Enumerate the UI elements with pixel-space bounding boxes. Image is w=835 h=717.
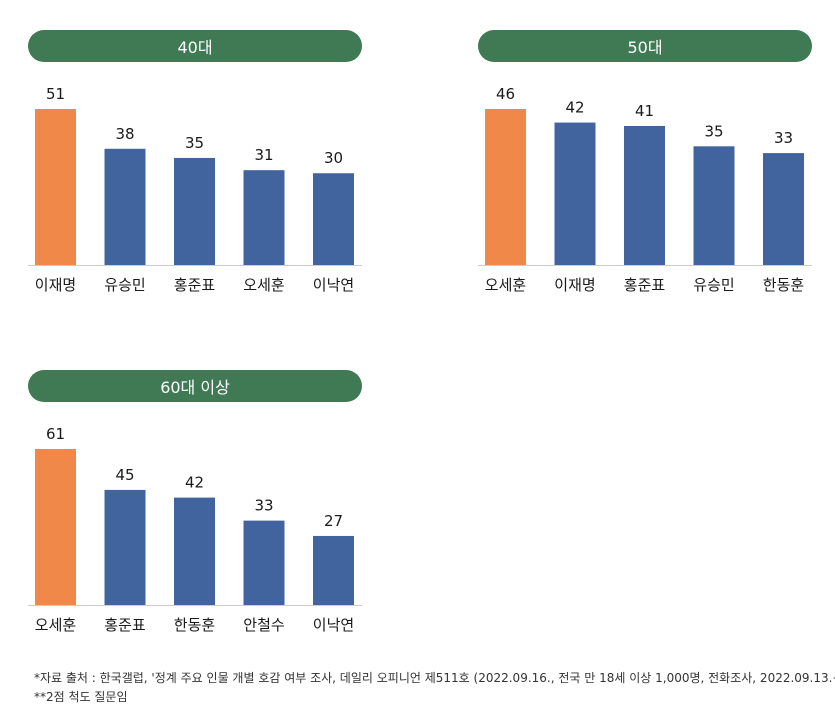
- data-label-1: 38: [115, 125, 134, 143]
- category-label-2: 한동훈: [174, 616, 215, 634]
- panel-title-40s: 40대: [28, 30, 362, 62]
- category-label-2: 홍준표: [624, 276, 666, 294]
- bar-1: [104, 148, 146, 265]
- bar-0: [35, 109, 76, 265]
- bar-3: [693, 146, 735, 265]
- category-label-3: 유승민: [693, 276, 734, 294]
- category-label-0: 오세훈: [35, 616, 76, 634]
- category-label-2: 홍준표: [174, 276, 216, 294]
- category-label-3: 안철수: [243, 616, 284, 634]
- category-label-4: 이낙연: [313, 616, 354, 634]
- category-label-1: 이재명: [554, 276, 595, 294]
- bar-1: [554, 122, 596, 265]
- category-label-1: 홍준표: [104, 616, 146, 634]
- data-label-3: 31: [254, 146, 273, 164]
- data-label-0: 46: [496, 85, 515, 103]
- bar-4: [313, 173, 354, 265]
- data-label-1: 45: [115, 466, 134, 484]
- data-label-2: 41: [635, 102, 654, 120]
- bar-chart-50s: 46 오세훈 42 이재명 41 홍준표 35 유승민 33 한동훈: [478, 85, 812, 294]
- bar-2: [174, 497, 215, 605]
- category-label-1: 유승민: [104, 276, 145, 294]
- bar-0: [485, 109, 526, 265]
- data-label-0: 61: [46, 425, 65, 443]
- category-label-0: 이재명: [35, 276, 76, 294]
- bar-2: [624, 125, 665, 266]
- scale-footnote: **2점 척도 질문임: [34, 690, 128, 704]
- category-label-4: 한동훈: [763, 276, 804, 294]
- category-label-4: 이낙연: [313, 276, 354, 294]
- bar-3: [243, 520, 285, 605]
- bar-4: [763, 153, 804, 265]
- data-label-1: 42: [565, 99, 584, 117]
- bar-0: [35, 449, 76, 605]
- bar-4: [313, 535, 354, 605]
- panel-title-60s-plus: 60대 이상: [28, 370, 362, 402]
- data-label-3: 35: [704, 122, 723, 140]
- data-label-0: 51: [46, 85, 65, 103]
- bar-3: [243, 170, 285, 265]
- panel-title-50s: 50대: [478, 30, 812, 62]
- data-label-4: 27: [324, 512, 343, 530]
- data-label-3: 33: [254, 497, 273, 515]
- data-label-2: 42: [185, 474, 204, 492]
- bar-chart-40s: 51 이재명 38 유승민 35 홍준표 31 오세훈 30 이낙연: [28, 85, 362, 294]
- bar-chart-60s-plus: 61 오세훈 45 홍준표 42 한동훈 33 안철수 27 이낙연: [28, 425, 362, 634]
- bar-1: [104, 489, 146, 605]
- category-label-3: 오세훈: [243, 276, 284, 294]
- source-footnote: *자료 출처 : 한국갤럽, '정계 주요 인물 개별 호감 여부 조사, 데일…: [34, 671, 835, 685]
- category-label-0: 오세훈: [485, 276, 526, 294]
- bar-2: [174, 157, 215, 265]
- data-label-4: 30: [324, 149, 343, 167]
- data-label-2: 35: [185, 134, 204, 152]
- data-label-4: 33: [774, 129, 793, 147]
